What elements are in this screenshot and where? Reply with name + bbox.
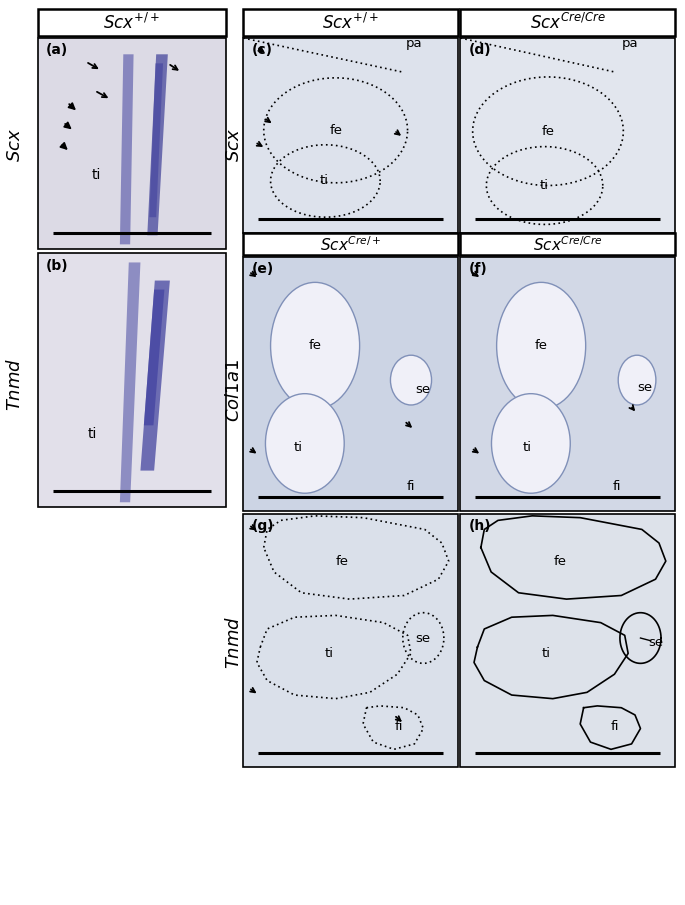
Text: (d): (d) [469, 43, 491, 57]
Text: se: se [638, 381, 653, 394]
Ellipse shape [265, 394, 344, 493]
Text: (a): (a) [46, 43, 68, 57]
Ellipse shape [491, 394, 570, 493]
Text: pa: pa [622, 37, 638, 50]
Text: $\mathit{Scx}^{Cre/+}$: $\mathit{Scx}^{Cre/+}$ [319, 235, 382, 253]
Text: fi: fi [610, 720, 619, 733]
Ellipse shape [619, 356, 656, 405]
Polygon shape [147, 54, 168, 235]
Text: fe: fe [535, 339, 547, 352]
FancyBboxPatch shape [243, 514, 458, 767]
FancyBboxPatch shape [38, 9, 226, 36]
Polygon shape [120, 54, 134, 244]
FancyBboxPatch shape [38, 38, 226, 249]
FancyBboxPatch shape [460, 9, 675, 36]
Text: $\mathit{Scx}$: $\mathit{Scx}$ [6, 128, 24, 162]
Text: ti: ti [91, 167, 101, 182]
Text: ti: ti [319, 175, 329, 187]
Text: ti: ti [523, 442, 532, 454]
FancyBboxPatch shape [460, 257, 675, 511]
Text: fi: fi [612, 481, 621, 493]
Text: fe: fe [309, 339, 321, 352]
FancyBboxPatch shape [243, 9, 458, 36]
Text: $\mathit{Col1a1}$: $\mathit{Col1a1}$ [225, 359, 243, 423]
FancyBboxPatch shape [460, 233, 675, 255]
Text: pa: pa [406, 37, 423, 50]
Text: fe: fe [336, 555, 349, 567]
Text: fe: fe [542, 125, 554, 138]
Text: (g): (g) [251, 519, 274, 533]
Text: ti: ti [88, 427, 97, 442]
Text: se: se [416, 632, 431, 644]
Text: fe: fe [329, 124, 342, 137]
Ellipse shape [271, 282, 360, 409]
Polygon shape [144, 290, 164, 425]
Text: (f): (f) [469, 262, 487, 276]
Polygon shape [140, 281, 170, 471]
Text: $\mathit{Tnmd}$: $\mathit{Tnmd}$ [225, 615, 243, 670]
FancyBboxPatch shape [243, 257, 458, 511]
Text: (c): (c) [251, 43, 273, 57]
Text: $\mathit{Scx}^{+/+}$: $\mathit{Scx}^{+/+}$ [103, 13, 160, 33]
Text: fi: fi [407, 481, 415, 493]
Text: (e): (e) [251, 262, 273, 276]
Text: fi: fi [395, 720, 403, 733]
Polygon shape [149, 63, 163, 217]
Ellipse shape [390, 356, 432, 405]
Text: ti: ti [540, 179, 549, 192]
Text: $\mathit{Scx}^{Cre/Cre}$: $\mathit{Scx}^{Cre/Cre}$ [533, 235, 602, 253]
Polygon shape [120, 262, 140, 502]
Text: (b): (b) [46, 259, 68, 272]
FancyBboxPatch shape [460, 38, 675, 233]
Text: (h): (h) [469, 519, 491, 533]
Text: ti: ti [293, 442, 303, 454]
Text: se: se [416, 383, 431, 395]
Text: ti: ti [541, 647, 551, 660]
FancyBboxPatch shape [460, 514, 675, 767]
Text: fe: fe [553, 555, 566, 567]
Text: $\mathit{Scx}$: $\mathit{Scx}$ [225, 128, 243, 162]
Text: $\mathit{Scx}^{Cre/Cre}$: $\mathit{Scx}^{Cre/Cre}$ [530, 13, 606, 33]
Text: se: se [649, 636, 664, 649]
Text: ti: ti [324, 647, 334, 660]
FancyBboxPatch shape [243, 233, 458, 255]
Text: $\mathit{Scx}^{+/+}$: $\mathit{Scx}^{+/+}$ [322, 13, 379, 33]
Ellipse shape [497, 282, 586, 409]
FancyBboxPatch shape [243, 38, 458, 233]
Text: $\mathit{Tnmd}$: $\mathit{Tnmd}$ [6, 357, 24, 412]
FancyBboxPatch shape [38, 253, 226, 507]
